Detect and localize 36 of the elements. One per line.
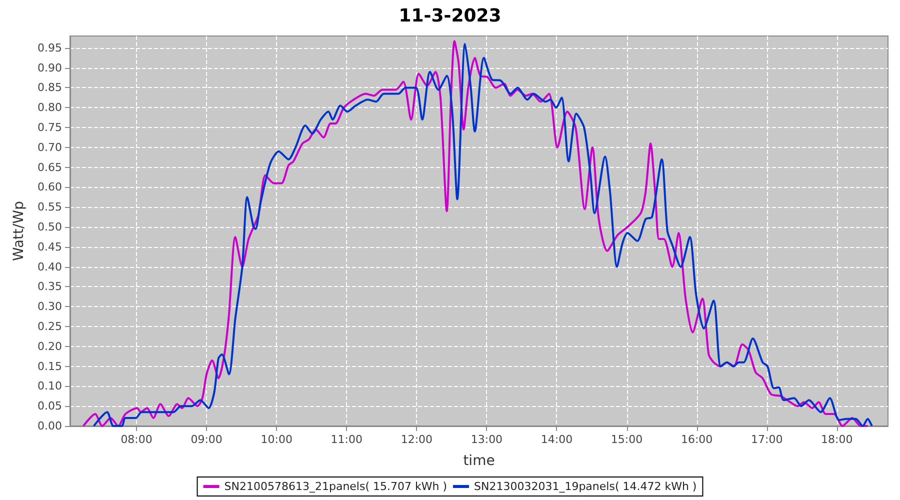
y-tick-label: 0.65 (38, 160, 62, 174)
x-tick-label: 11:00 (330, 433, 362, 446)
y-tick-label: 0.85 (38, 81, 62, 94)
x-axis-title: time (463, 453, 495, 469)
y-tick-label: 0.35 (38, 280, 62, 294)
chart-title: 11-3-2023 (398, 6, 502, 26)
y-tick-label: 0.55 (38, 200, 62, 214)
y-tick-label: 0.50 (38, 220, 62, 234)
x-tick-label: 09:00 (190, 433, 222, 446)
x-tick-label: 14:00 (540, 433, 573, 446)
y-tick-label: 0.90 (38, 61, 62, 74)
y-tick-label: 0.20 (38, 340, 62, 353)
x-tick-label: 12:00 (400, 433, 433, 446)
y-tick-label: 0.60 (38, 180, 62, 194)
y-tick-label: 0.05 (38, 400, 62, 413)
x-tick-label: 13:00 (470, 433, 503, 446)
y-tick-label: 0.10 (38, 380, 62, 393)
x-tick-label: 08:00 (120, 433, 152, 446)
x-tick-label: 16:00 (680, 433, 713, 446)
x-tick-label: 17:00 (750, 433, 783, 446)
y-tick-label: 0.30 (38, 300, 62, 314)
y-tick-label: 0.75 (38, 121, 62, 134)
y-tick-label: 0.40 (38, 260, 62, 274)
y-tick-label: 0.00 (38, 420, 62, 432)
y-tick-label: 0.45 (38, 240, 62, 254)
x-tick-label: 18:00 (821, 433, 853, 446)
y-tick-label: 0.80 (38, 101, 62, 114)
y-axis-title: Watt/Wp (11, 200, 27, 261)
y-tick-label: 0.15 (38, 360, 62, 373)
x-tick-label: 10:00 (260, 433, 292, 446)
legend-label: SN2100578613_21panels( 15.707 kWh ) (224, 480, 448, 493)
x-tick-label: 15:00 (610, 433, 643, 446)
y-tick-label: 0.70 (38, 140, 62, 154)
y-tick-label: 0.95 (38, 41, 62, 54)
legend-label: SN2130032031_19panels( 14.472 kWh ) (474, 480, 697, 493)
y-tick-label: 0.25 (38, 320, 62, 334)
